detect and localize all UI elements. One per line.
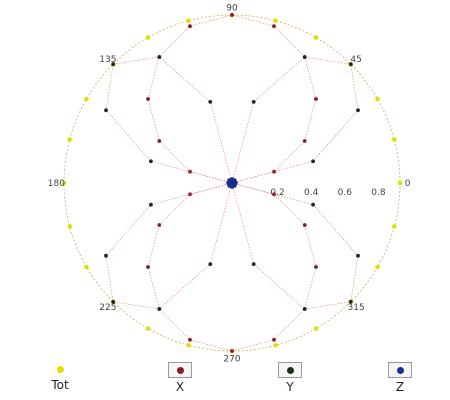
angle-labels: 90 45 0 315 270 225 180 135 (48, 3, 411, 364)
legend-item-x: X (150, 362, 210, 394)
data-point-z (232, 183, 237, 188)
data-point-y (111, 299, 116, 304)
legend-marker (176, 366, 184, 374)
radial-tick-labels: 0.2 0.4 0.6 0.8 (270, 188, 385, 198)
data-point-x (146, 97, 150, 101)
legend-label: X (175, 380, 185, 394)
series-layer (61, 12, 403, 354)
data-point-tot (392, 137, 397, 142)
data-point-x (188, 337, 192, 342)
data-point-tot (84, 264, 89, 270)
data-point-tot (145, 326, 151, 331)
legend-swatch (49, 362, 71, 376)
data-point-tot (392, 224, 397, 229)
legend-item-tot: Tot (30, 362, 90, 392)
radial-tick-label: 0.6 (338, 188, 353, 198)
data-point-y (208, 262, 213, 266)
data-point-y (348, 62, 353, 67)
legend-item-z: Z (370, 362, 430, 394)
data-point-y (208, 100, 213, 104)
legend-swatch (168, 362, 192, 378)
chart-legend: Tot X Y Z (0, 362, 450, 400)
data-point-x (302, 139, 307, 143)
radial-tick-label: 0.8 (371, 188, 386, 198)
legend-marker (56, 365, 64, 373)
data-point-tot (375, 96, 380, 102)
data-point-x (272, 192, 276, 197)
data-point-x (146, 265, 150, 269)
data-point-y (302, 55, 307, 59)
angle-label: 135 (99, 55, 116, 65)
angle-label: 315 (348, 303, 365, 313)
radial-tick-label: 0.4 (304, 188, 319, 198)
angle-label: 225 (99, 303, 116, 313)
data-point-y (356, 253, 360, 258)
data-point-tot (313, 35, 319, 40)
data-point-y (311, 202, 315, 207)
data-point-x (188, 24, 192, 29)
data-point-x (314, 265, 318, 269)
data-point-tot (186, 343, 191, 348)
angle-label: 270 (223, 355, 240, 365)
data-point-tot (186, 18, 191, 24)
legend-label: Z (395, 380, 405, 394)
data-point-tot (273, 18, 278, 24)
data-point-tot (67, 224, 72, 229)
data-point-y (111, 62, 116, 67)
data-point-x (230, 349, 234, 353)
data-point-tot (67, 137, 72, 142)
legend-swatch (278, 362, 302, 378)
series-z (226, 177, 238, 189)
legend-marker (396, 366, 404, 374)
angle-label: 180 (48, 179, 65, 189)
data-point-tot (397, 180, 403, 186)
data-point-tot (84, 96, 89, 102)
legend-label: Tot (51, 378, 69, 392)
data-point-x (302, 223, 307, 227)
data-point-y (311, 159, 315, 164)
data-point-x (157, 139, 162, 143)
data-point-y (104, 108, 108, 113)
legend-label: Y (286, 380, 294, 394)
polar-chart: 90 45 0 315 270 225 180 135 0.2 0.4 0.6 0.8 (48, 3, 411, 364)
data-point-x (272, 24, 276, 29)
data-point-y (251, 100, 256, 104)
series-y (104, 55, 360, 311)
data-point-y (356, 108, 360, 113)
data-point-y (157, 55, 162, 59)
legend-item-y: Y (260, 362, 320, 394)
data-point-tot (375, 264, 380, 270)
data-point-x (157, 223, 162, 227)
data-point-tot (313, 326, 319, 331)
data-point-y (251, 262, 256, 266)
angle-label: 90 (226, 3, 238, 13)
legend-swatch (388, 362, 412, 378)
angle-label: 0 (405, 179, 411, 189)
data-point-x (314, 97, 318, 101)
data-point-tot (61, 180, 67, 186)
data-point-tot (273, 343, 278, 348)
angle-label: 45 (350, 55, 361, 65)
data-point-y (348, 299, 353, 304)
data-point-x (230, 13, 234, 17)
data-point-y (104, 253, 108, 258)
data-point-y (302, 307, 307, 311)
legend-marker (286, 366, 294, 374)
radial-tick-label: 0.2 (270, 188, 284, 198)
data-point-y (149, 202, 153, 207)
data-point-y (157, 307, 162, 311)
data-point-tot (145, 35, 151, 40)
data-point-x (272, 337, 276, 342)
data-point-y (149, 159, 153, 164)
